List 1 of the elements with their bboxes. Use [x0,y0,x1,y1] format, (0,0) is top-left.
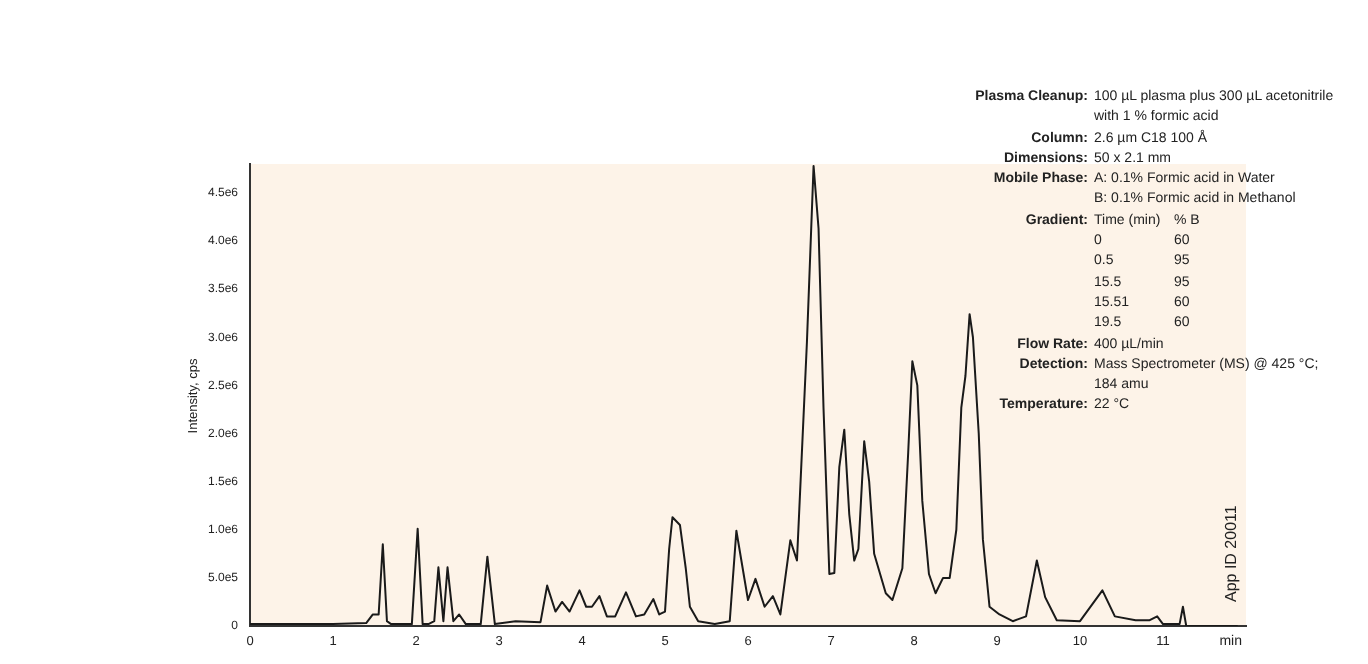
annotation: App ID 20011 [1222,505,1240,602]
